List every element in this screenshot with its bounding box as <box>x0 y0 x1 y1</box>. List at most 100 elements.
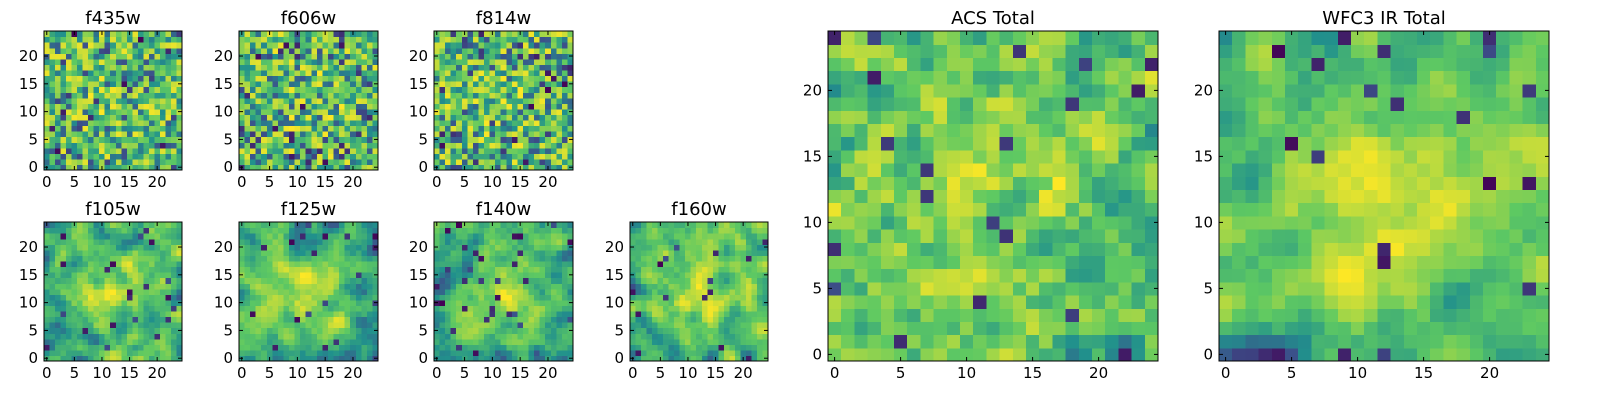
heatmap-cell <box>500 272 507 279</box>
heatmap-cell <box>920 229 935 243</box>
heatmap-cell <box>132 36 139 43</box>
heatmap-cell <box>311 277 318 284</box>
heatmap-cell <box>960 347 974 362</box>
heatmap-cell <box>495 114 502 121</box>
heatmap-cell <box>567 92 574 99</box>
heatmap-cell <box>506 233 513 240</box>
heatmap-cell <box>239 36 246 43</box>
heatmap-cell <box>880 308 895 322</box>
heatmap-cell <box>745 260 753 268</box>
heatmap-cell <box>88 153 95 160</box>
heatmap-cell <box>261 310 268 318</box>
heatmap-cell <box>685 283 692 290</box>
heatmap-cell <box>143 316 150 323</box>
heatmap-cell <box>49 147 56 154</box>
heatmap-cell <box>255 249 262 256</box>
heatmap-cell <box>652 249 659 256</box>
heatmap-cell <box>456 42 463 49</box>
heatmap-cell <box>132 233 139 240</box>
heatmap-cell <box>1052 268 1067 283</box>
heatmap-cell <box>946 163 961 177</box>
heatmap-cell <box>450 338 457 345</box>
heatmap-cell <box>283 53 290 60</box>
heatmap-cell <box>339 92 346 99</box>
heatmap-cell <box>500 47 507 54</box>
heatmap-cell <box>104 344 111 351</box>
heatmap-cell <box>344 222 351 229</box>
heatmap-cell <box>522 272 530 279</box>
panel-title: f140w <box>476 199 531 220</box>
heatmap-cell <box>646 255 653 262</box>
heatmap-cell <box>350 158 357 166</box>
heatmap-cell <box>561 322 569 329</box>
heatmap-cell <box>126 153 133 160</box>
heatmap-cell <box>294 244 301 251</box>
heatmap-cell <box>132 42 139 49</box>
heatmap-cell <box>344 108 351 115</box>
heatmap-cell <box>327 233 335 240</box>
heatmap-cell <box>434 227 441 234</box>
heatmap-cell <box>729 310 736 318</box>
heatmap-cell <box>445 136 452 143</box>
heatmap-cell <box>674 338 681 345</box>
heatmap-cell <box>567 86 574 93</box>
heatmap-cell <box>154 283 161 290</box>
heatmap-cell <box>561 222 569 229</box>
heatmap-cell <box>339 119 346 127</box>
heatmap-cell <box>88 288 95 295</box>
heatmap-cell <box>110 338 117 345</box>
heatmap-cell <box>679 299 686 306</box>
heatmap-cells <box>44 222 183 362</box>
heatmap-cell <box>674 344 681 351</box>
heatmap-cell <box>907 189 921 204</box>
heatmap-cell <box>44 310 51 318</box>
heatmap-cell <box>539 249 546 256</box>
heatmap-cell <box>528 81 535 88</box>
heatmap-cell <box>350 136 357 143</box>
heatmap-cell <box>60 81 67 88</box>
heatmap-cell <box>137 322 144 329</box>
heatmap-cell <box>126 338 133 345</box>
heatmap-cell <box>723 266 730 273</box>
heatmap-cell <box>450 147 457 154</box>
heatmap-cell <box>165 58 172 65</box>
heatmap-cell <box>1118 281 1133 296</box>
heatmap-cell <box>305 305 312 312</box>
heatmap-cell <box>244 64 251 71</box>
heatmap-cell <box>489 299 496 306</box>
heatmap-cell <box>456 103 463 110</box>
heatmap-cell <box>1131 202 1146 217</box>
heatmap-cell <box>751 344 758 351</box>
heatmap-cell <box>690 355 697 362</box>
heatmap-cell <box>489 114 496 121</box>
heatmap-cell <box>723 305 730 312</box>
heatmap-cell <box>718 316 725 323</box>
heatmap-cell <box>445 338 452 345</box>
heatmap-cell <box>88 249 95 256</box>
heatmap-cell <box>867 215 882 230</box>
heatmap-cell <box>137 36 144 43</box>
heatmap-cell <box>126 283 133 290</box>
heatmap-cell <box>355 227 362 234</box>
heatmap-cell <box>327 238 335 245</box>
heatmap-cell <box>305 277 312 284</box>
heatmap-cell <box>484 327 491 334</box>
heatmap-cell <box>143 355 150 362</box>
heatmap-cell <box>450 277 457 284</box>
heatmap-cell <box>126 310 133 318</box>
heatmap-cell <box>933 202 948 217</box>
heatmap-cell <box>461 97 468 104</box>
heatmap-cell <box>66 86 73 93</box>
heatmap-cell <box>663 310 670 318</box>
heatmap-cell <box>545 53 552 60</box>
heatmap-cell <box>71 344 78 351</box>
heatmap-cell <box>88 266 95 273</box>
heatmap-cell <box>148 75 155 82</box>
heatmap-cell <box>115 86 122 93</box>
heatmap-cell <box>115 58 122 65</box>
heatmap-cell <box>450 344 457 351</box>
heatmap-cell <box>294 327 301 334</box>
heatmap-cell <box>907 202 921 217</box>
heatmap-cell <box>55 344 62 351</box>
heatmap-cell <box>60 58 67 65</box>
